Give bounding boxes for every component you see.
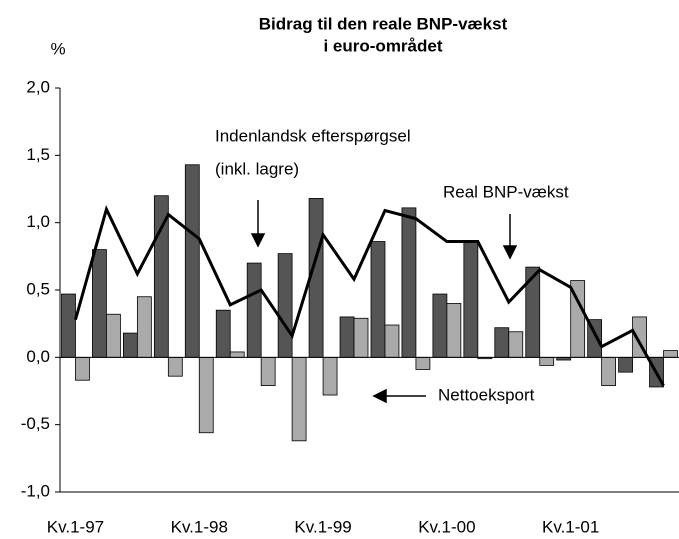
y-tick-label: -0,5 xyxy=(21,414,50,433)
bar xyxy=(432,293,448,358)
annotation: Real BNP-vækst xyxy=(443,182,569,201)
x-tick-label: Kv.1-97 xyxy=(47,517,104,536)
annotation: (inkl. lagre) xyxy=(215,159,299,178)
bar xyxy=(384,324,400,358)
bar xyxy=(106,313,121,358)
bar xyxy=(494,327,510,358)
bar xyxy=(277,253,293,358)
annotation: Indenlandsk efterspørgsel xyxy=(215,126,411,145)
y-tick-label: 2,0 xyxy=(26,77,50,96)
bar xyxy=(184,164,200,358)
bar xyxy=(123,332,138,358)
x-tick-label: Kv.1-00 xyxy=(418,517,475,536)
bar xyxy=(75,356,90,381)
y-tick-label: 0,5 xyxy=(26,279,50,298)
chart-title: Bidrag til den reale BNP-vækst xyxy=(259,14,508,33)
bar xyxy=(539,356,555,366)
bar xyxy=(246,262,262,358)
bar xyxy=(229,351,245,358)
bar xyxy=(291,356,307,442)
line xyxy=(74,204,665,387)
x-tick-label: Kv.1-01 xyxy=(542,517,599,536)
bar xyxy=(446,303,462,358)
y-tick-label: -1,0 xyxy=(21,481,50,500)
y-tick-label: 1,5 xyxy=(26,145,50,164)
bar xyxy=(136,296,152,358)
bar xyxy=(370,241,386,358)
bar xyxy=(601,356,617,387)
bar xyxy=(260,356,276,387)
bar xyxy=(215,309,231,358)
bar xyxy=(618,356,633,373)
x-tick-label: Kv.1-98 xyxy=(171,517,228,536)
bar xyxy=(508,331,524,358)
bar xyxy=(198,356,214,434)
annotation: Nettoeksport xyxy=(438,385,535,404)
arrows xyxy=(250,200,518,404)
chart-title: i euro-området xyxy=(323,36,442,55)
y-tick-label: 1,0 xyxy=(26,212,50,231)
bar xyxy=(415,356,431,370)
bar xyxy=(339,316,355,358)
bar xyxy=(663,350,678,358)
bar xyxy=(167,356,183,377)
bar xyxy=(353,317,369,358)
bar xyxy=(463,241,479,358)
y-tick-label: 0,0 xyxy=(26,347,50,366)
bar xyxy=(401,207,417,358)
bar xyxy=(322,356,338,396)
bar xyxy=(92,249,107,358)
bar xyxy=(61,293,76,358)
y-axis-label: % xyxy=(50,39,65,58)
x-tick-label: Kv.1-99 xyxy=(294,517,351,536)
